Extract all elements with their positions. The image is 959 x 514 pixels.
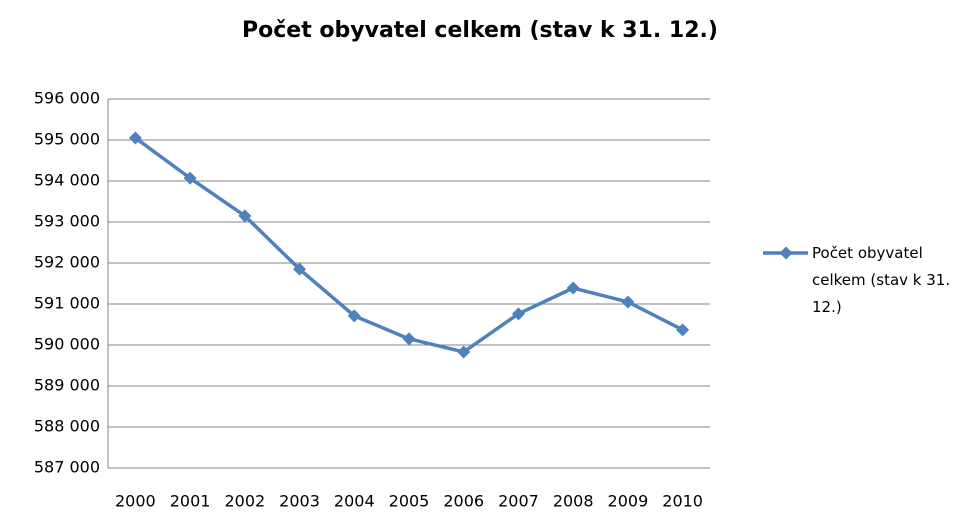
x-tick-label: 2004 [334,492,375,511]
legend-marker [779,246,793,260]
marker [128,131,142,145]
x-tick-label: 2000 [115,492,156,511]
x-tick-label: 2007 [498,492,539,511]
y-tick-label: 590 000 [34,335,100,354]
x-tick-label: 2001 [170,492,211,511]
x-tick-label: 2002 [224,492,265,511]
marker [183,171,197,185]
y-tick-label: 593 000 [34,212,100,231]
x-tick-label: 2008 [553,492,594,511]
y-tick-label: 588 000 [34,417,100,436]
y-tick-label: 587 000 [34,458,100,477]
marker [238,209,252,223]
marker [676,323,690,337]
marker [511,307,525,321]
y-tick-label: 594 000 [34,171,100,190]
x-tick-label: 2009 [608,492,649,511]
marker [402,332,416,346]
marker [293,262,307,276]
marker [621,295,635,309]
x-tick-label: 2005 [389,492,430,511]
x-tick-label: 2010 [662,492,703,511]
y-tick-label: 595 000 [34,130,100,149]
marker [566,281,580,295]
legend-label: Počet obyvatel celkem (stav k 31. 12.) [812,244,951,316]
y-tick-label: 596 000 [34,89,100,108]
chart-title: Počet obyvatel celkem (stav k 31. 12.) [242,18,718,43]
y-tick-label: 591 000 [34,294,100,313]
y-tick-label: 592 000 [34,253,100,272]
marker [457,345,471,359]
x-tick-label: 2006 [443,492,484,511]
series-line [134,136,684,354]
x-tick-label: 2003 [279,492,320,511]
y-tick-label: 589 000 [34,376,100,395]
marker [347,309,361,323]
